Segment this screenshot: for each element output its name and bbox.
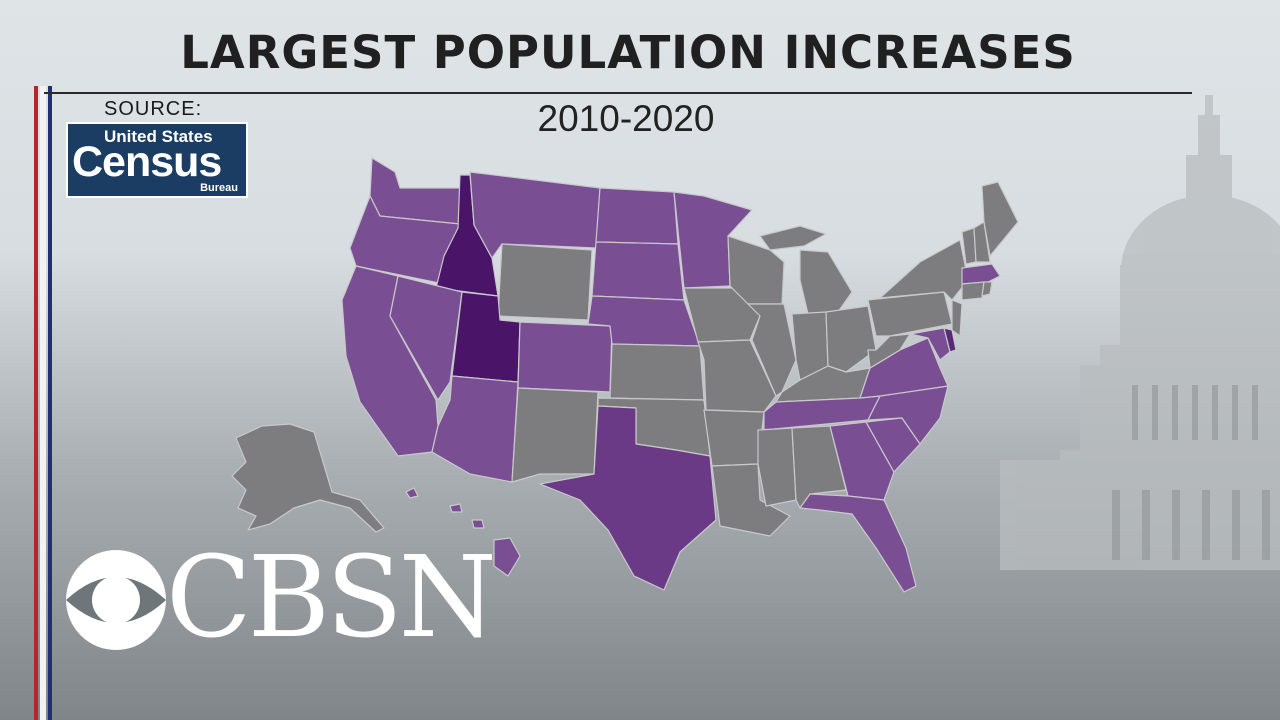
- blue-stripe: [48, 86, 52, 720]
- state-arizona: [431, 375, 519, 483]
- state-massachusetts: [961, 263, 1001, 285]
- state-mississippi: [757, 427, 797, 507]
- state-arkansas: [703, 409, 765, 467]
- logo-line-1: United States: [104, 127, 213, 146]
- state-texas: [539, 405, 717, 591]
- state-montana: [469, 171, 601, 259]
- state-maine: [981, 181, 1019, 257]
- state-kansas: [609, 343, 705, 401]
- state-delaware: [943, 327, 957, 353]
- state-connecticut: [961, 281, 985, 301]
- state-new-york: [879, 239, 969, 301]
- state-hawaii-big: [493, 537, 521, 577]
- state-new-jersey: [951, 299, 963, 337]
- state-colorado: [517, 321, 613, 393]
- state-alaska: [231, 423, 385, 533]
- state-michigan: [799, 249, 853, 315]
- chart-title: LARGEST POPULATION INCREASES: [180, 26, 1076, 79]
- logo-line-2: Census: [72, 138, 222, 186]
- title-divider: [44, 92, 1192, 94]
- state-rhode-island: [981, 281, 993, 297]
- cbs-eye-icon: [66, 550, 166, 650]
- source-label: SOURCE:: [104, 98, 203, 120]
- census-bureau-logo: United States Census Bureau: [66, 122, 248, 198]
- state-new-hampshire: [973, 221, 991, 263]
- logo-line-3: Bureau: [200, 182, 238, 194]
- state-michigan-up: [759, 225, 827, 251]
- state-illinois: [747, 303, 797, 397]
- state-ohio: [825, 305, 877, 373]
- state-south-dakota: [591, 241, 685, 301]
- state-north-dakota: [595, 187, 679, 245]
- state-new-mexico: [511, 387, 599, 483]
- state-georgia: [829, 421, 895, 501]
- state-hawaii-2: [449, 503, 463, 513]
- state-florida: [799, 493, 917, 593]
- state-hawaii-3: [471, 519, 485, 529]
- state-maryland: [909, 327, 951, 361]
- white-stripe: [40, 86, 46, 720]
- network-logo-text: CBSN: [166, 533, 497, 663]
- state-nevada: [389, 275, 463, 401]
- state-wyoming: [497, 243, 593, 321]
- chart-subtitle: 2010-2020: [537, 98, 715, 139]
- state-washington: [369, 157, 465, 225]
- state-hawaii-1: [405, 487, 419, 499]
- capitol-building-image: [1000, 95, 1280, 570]
- red-stripe: [34, 86, 38, 720]
